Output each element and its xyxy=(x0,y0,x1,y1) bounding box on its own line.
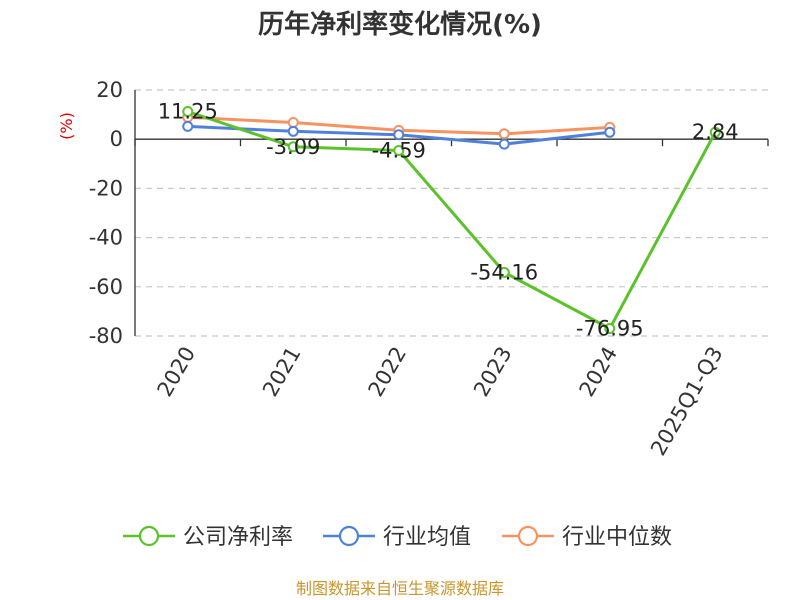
series-lines xyxy=(182,106,721,334)
chart-title: 历年净利率变化情况(%) xyxy=(258,9,542,40)
data-point xyxy=(604,126,616,138)
data-point xyxy=(287,116,299,128)
y-tick-label: 0 xyxy=(110,127,123,151)
y-axis-ticks: 20 0 -20 -40 -60 -80 xyxy=(89,78,123,348)
legend-label: 公司净利率 xyxy=(183,525,293,550)
y-axis-label: (%) xyxy=(57,112,76,140)
data-point xyxy=(182,120,194,132)
legend-label: 行业均值 xyxy=(383,525,471,550)
x-axis: 2020 2021 2022 2023 2024 2025Q1-Q3 xyxy=(134,90,769,460)
data-label: -54.16 xyxy=(470,260,538,284)
data-point xyxy=(498,138,510,150)
data-point xyxy=(498,266,510,278)
y-tick-label: -80 xyxy=(89,324,123,348)
data-labels: 11.25 -3.09 -4.59 -54.16 -76.95 2.84 xyxy=(158,100,739,341)
y-tick-label: -40 xyxy=(89,226,123,250)
legend-swatch-marker xyxy=(517,525,539,547)
data-point xyxy=(287,125,299,137)
x-tick-label: 2025Q1-Q3 xyxy=(646,343,728,460)
data-point xyxy=(393,129,405,141)
data-point xyxy=(498,128,510,140)
data-point xyxy=(393,144,405,156)
data-label: -4.59 xyxy=(372,138,426,162)
data-label: 2.84 xyxy=(692,120,739,144)
x-tick-label: 2021 xyxy=(258,343,306,401)
series-line xyxy=(187,110,717,330)
x-tick-label: 2020 xyxy=(153,343,201,401)
legend-swatch-marker xyxy=(338,525,360,547)
data-label: 11.25 xyxy=(158,100,218,124)
x-tick-label: 2022 xyxy=(364,343,412,401)
source-note: 制图数据来自恒生聚源数据库 xyxy=(296,579,504,598)
x-tick-label: 2024 xyxy=(575,343,623,401)
data-point xyxy=(604,322,616,334)
y-tick-label: -60 xyxy=(89,275,123,299)
legend-label: 行业中位数 xyxy=(562,525,672,550)
legend-swatch-marker xyxy=(138,525,160,547)
legend: 公司净利率 行业均值 行业中位数 xyxy=(123,525,672,550)
data-point xyxy=(182,106,194,118)
y-tick-label: -20 xyxy=(89,176,123,200)
data-label: -76.95 xyxy=(576,316,644,340)
data-label: -3.09 xyxy=(266,135,320,159)
data-point xyxy=(287,141,299,153)
y-tick-label: 20 xyxy=(96,78,123,102)
x-tick-label: 2023 xyxy=(469,343,517,401)
data-point xyxy=(709,126,721,138)
